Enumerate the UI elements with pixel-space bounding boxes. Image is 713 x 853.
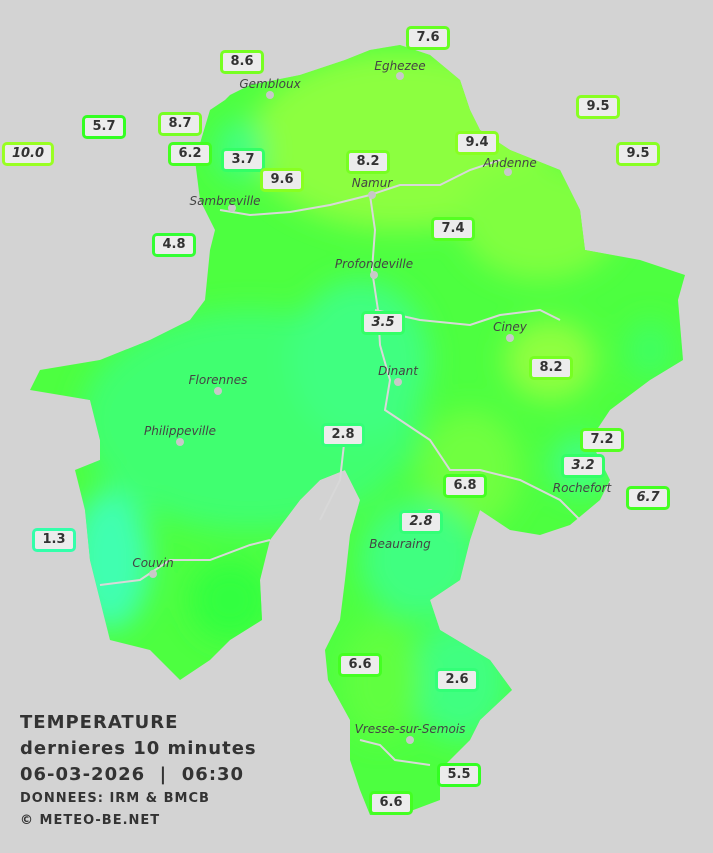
station-temperature[interactable]: 6.6 [369,791,413,815]
city-marker [368,191,376,199]
city-label: Florennes [188,373,248,387]
station-temperature[interactable]: 7.4 [431,217,475,241]
legend-copyright: © METEO-BE.NET [20,813,161,828]
city-label: Profondeville [334,257,414,271]
city-marker [504,168,512,176]
station-temperature[interactable]: 4.8 [152,233,196,257]
legend-subtitle: dernieres 10 minutes [20,738,257,759]
city-marker [149,570,157,578]
city-marker [176,438,184,446]
city-marker [228,204,236,212]
station-temperature[interactable]: 6.2 [168,142,212,166]
city-marker [214,387,222,395]
station-temperature[interactable]: 5.7 [82,115,126,139]
station-temperature[interactable]: 6.6 [338,653,382,677]
station-temperature[interactable]: 8.6 [220,50,264,74]
city-label: Andenne [483,156,537,170]
station-temperature[interactable]: 8.2 [346,150,390,174]
map-legend: TEMPERATURE dernieres 10 minutes 06-03-2… [20,710,257,832]
city-label: Gembloux [239,77,301,91]
station-temperature[interactable]: 9.4 [455,131,499,155]
city-label: Namur [351,176,393,190]
station-temperature[interactable]: 6.7 [626,486,670,510]
station-temperature[interactable]: 3.5 [361,311,405,335]
city-marker [406,736,414,744]
city-label: Ciney [493,320,527,334]
station-temperature[interactable]: 3.2 [561,454,605,478]
city-label: Philippeville [144,424,216,438]
city-label: Rochefort [552,481,612,495]
city-label: Dinant [378,364,418,378]
station-temperature[interactable]: 9.5 [616,142,660,166]
station-temperature[interactable]: 8.2 [529,356,573,380]
city-label: Beauraing [369,537,431,551]
station-temperature[interactable]: 9.6 [260,168,304,192]
legend-source: DONNEES: IRM & BMCB [20,791,210,806]
city-label: Couvin [132,556,174,570]
station-temperature[interactable]: 2.6 [435,668,479,692]
station-temperature[interactable]: 6.8 [443,474,487,498]
station-temperature[interactable]: 10.0 [1,142,55,166]
city-marker [396,72,404,80]
station-temperature[interactable]: 7.2 [580,428,624,452]
city-marker [506,334,514,342]
city-marker [370,271,378,279]
legend-title: TEMPERATURE [20,712,179,733]
station-temperature[interactable]: 9.5 [576,95,620,119]
city-marker [394,378,402,386]
station-temperature[interactable]: 2.8 [399,510,443,534]
city-marker [266,91,274,99]
city-label: Sambreville [189,194,261,208]
station-temperature[interactable]: 3.7 [221,148,265,172]
station-temperature[interactable]: 2.8 [321,423,365,447]
city-label: Eghezee [374,59,426,73]
station-temperature[interactable]: 8.7 [158,112,202,136]
station-temperature[interactable]: 1.3 [32,528,76,552]
station-temperature[interactable]: 5.5 [437,763,481,787]
station-temperature[interactable]: 7.6 [406,26,450,50]
legend-datetime: 06-03-2026 | 06:30 [20,764,245,785]
city-label: Vresse-sur-Semois [354,722,466,736]
